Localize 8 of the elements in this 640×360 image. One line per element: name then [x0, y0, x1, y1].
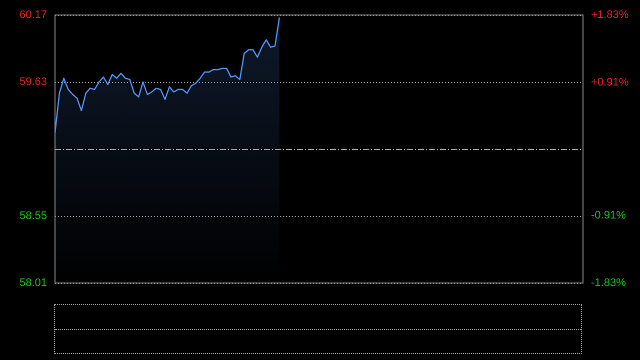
y2-tick-label: -0.91%: [591, 210, 626, 222]
y-tick-label: 59.63: [19, 76, 47, 88]
y-tick-label: 58.55: [19, 210, 47, 222]
y-tick-label: 60.17: [19, 9, 47, 21]
y2-tick-label: +1.83%: [591, 9, 629, 21]
y2-tick-label: -1.83%: [591, 277, 626, 289]
y2-tick-label: +0.91%: [591, 76, 629, 88]
y-tick-label: 58.01: [19, 277, 47, 289]
